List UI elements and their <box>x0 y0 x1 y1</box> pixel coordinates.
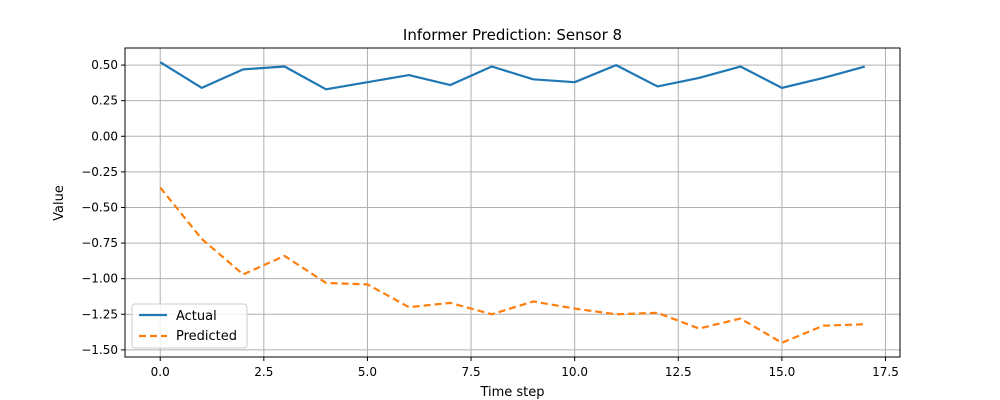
chart-title: Informer Prediction: Sensor 8 <box>403 26 622 44</box>
y-tick-label: −1.50 <box>81 343 118 357</box>
x-tick-label: 5.0 <box>358 365 377 379</box>
x-axis-ticks: 0.0 2.5 5.0 7.5 10.0 12.5 15.0 17.5 <box>151 357 899 379</box>
x-tick-label: 17.5 <box>872 365 899 379</box>
series-line-predicted <box>159 186 865 344</box>
legend-label-actual: Actual <box>176 309 217 324</box>
y-tick-label: −0.75 <box>81 236 118 250</box>
y-tick-label: −1.00 <box>81 272 118 286</box>
y-axis-label: Value <box>52 185 67 221</box>
plot-area-frame <box>124 47 901 358</box>
y-tick-label: 0.50 <box>91 58 118 72</box>
y-axis-ticks: 0.50 0.25 0.00 −0.25 −0.50 −0.75 −1.00 −1.25 −1.… <box>81 58 125 357</box>
y-tick-label: −0.25 <box>81 165 118 179</box>
x-tick-label: 0.0 <box>151 365 170 379</box>
x-tick-label: 2.5 <box>254 365 273 379</box>
x-tick-label: 10.0 <box>561 365 588 379</box>
grid-lines <box>125 48 900 357</box>
legend: Actual Predicted <box>131 303 248 349</box>
x-axis-label: Time step <box>479 385 544 400</box>
x-tick-label: 7.5 <box>462 365 481 379</box>
y-tick-label: 0.25 <box>91 94 118 108</box>
legend-label-predicted: Predicted <box>176 329 237 344</box>
series-lines <box>159 61 866 344</box>
y-tick-label: −0.50 <box>81 200 118 214</box>
y-tick-label: −1.25 <box>81 307 118 321</box>
x-tick-label: 12.5 <box>665 365 692 379</box>
y-tick-label: 0.00 <box>91 129 118 143</box>
x-tick-label: 15.0 <box>769 365 796 379</box>
series-line-actual <box>159 61 866 91</box>
